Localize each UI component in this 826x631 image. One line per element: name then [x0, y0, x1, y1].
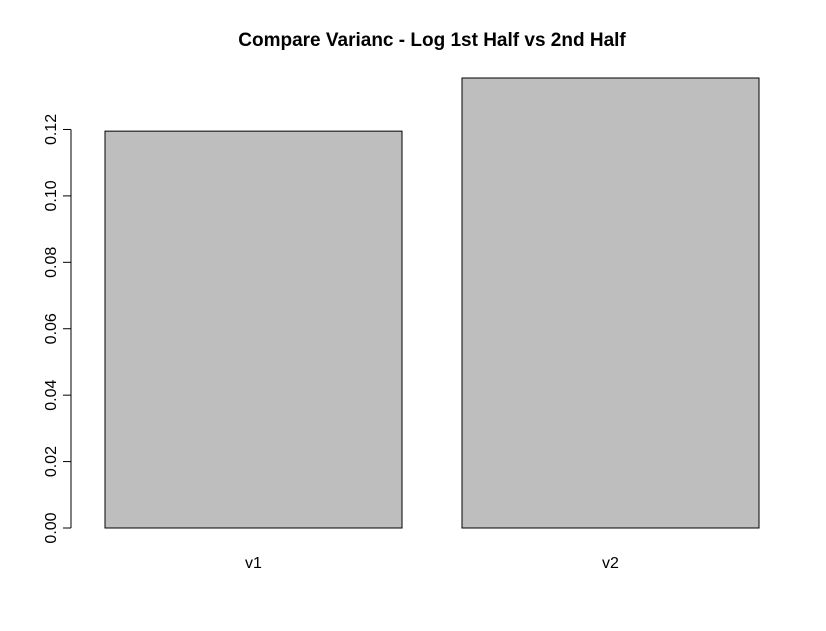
y-tick-label: 0.10	[43, 180, 60, 211]
y-tick-label: 0.00	[43, 512, 60, 543]
y-tick-label: 0.04	[43, 379, 60, 410]
chart-title: Compare Varianc - Log 1st Half vs 2nd Ha…	[238, 30, 626, 51]
bars	[104, 77, 760, 529]
y-tick-label: 0.06	[43, 313, 60, 344]
x-category-label: v2	[602, 555, 619, 572]
y-tick-label: 0.08	[43, 247, 60, 278]
y-tick-label: 0.12	[43, 114, 60, 145]
bar-v1	[104, 130, 403, 529]
y-axis: 0.00 0.02 0.04 0.06 0.08 0.10 0.12	[43, 114, 72, 544]
y-tick-label: 0.02	[43, 446, 60, 477]
bar-v2	[461, 77, 760, 529]
x-axis-labels: v1 v2	[245, 555, 619, 572]
x-category-label: v1	[245, 555, 262, 572]
